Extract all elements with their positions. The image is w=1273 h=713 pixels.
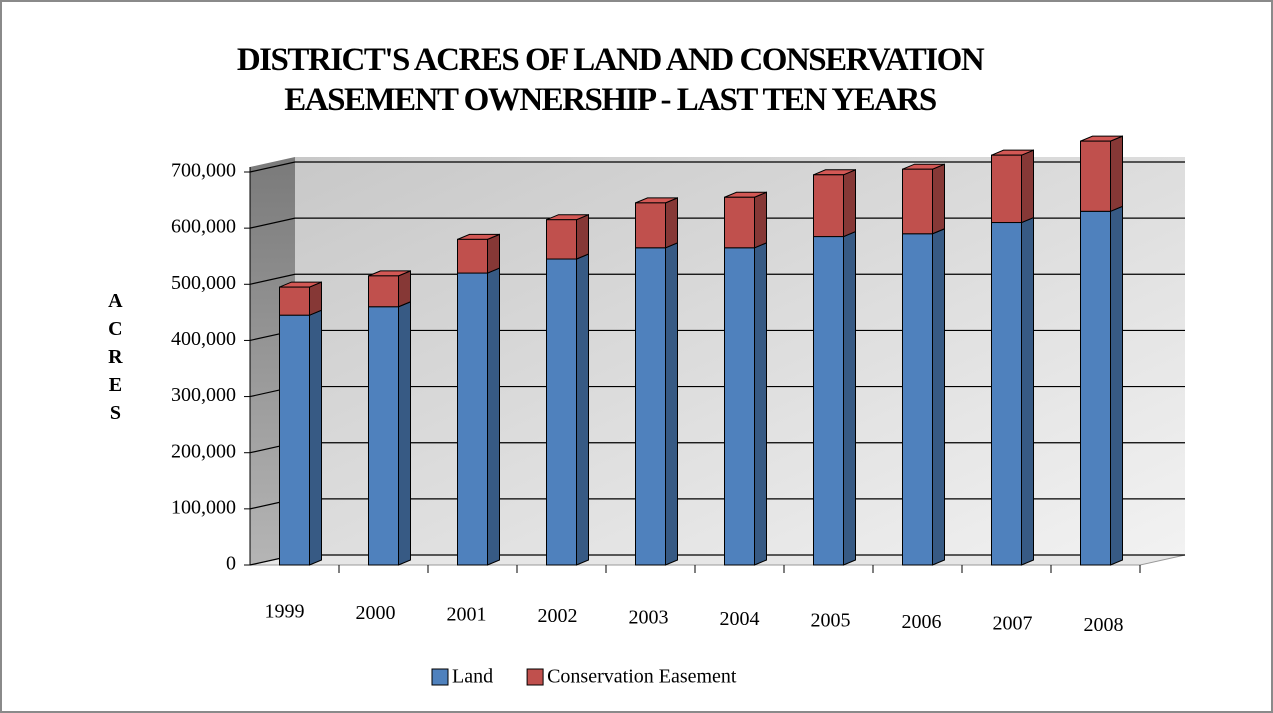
y-tick-label: 100,000 — [171, 496, 236, 518]
bar — [724, 196, 755, 249]
bar-side — [487, 267, 500, 566]
x-tick-label: 2004 — [720, 608, 760, 630]
bar-segment — [279, 309, 322, 566]
bar — [1080, 210, 1111, 566]
legend-label: Conservation Easement — [547, 666, 737, 688]
bar-side — [487, 233, 500, 274]
y-tick-label: 0 — [226, 553, 236, 575]
bar — [457, 272, 488, 566]
bar-segment — [724, 242, 767, 566]
y-tick-label: 600,000 — [171, 216, 236, 238]
bar-side — [576, 213, 589, 260]
bar-segment — [546, 213, 589, 260]
bar — [902, 168, 933, 235]
x-tick-label: 2003 — [629, 607, 669, 629]
bar-segment — [813, 169, 856, 238]
bar-segment — [1080, 205, 1123, 566]
x-tick-label: 2008 — [1084, 614, 1124, 636]
y-tick-label: 500,000 — [171, 272, 236, 294]
bar-segment — [991, 149, 1034, 224]
bar-segment — [813, 230, 856, 566]
y-tick-label: 700,000 — [171, 160, 236, 182]
bar-side — [843, 230, 856, 566]
bar-segment — [368, 270, 411, 308]
y-tick-label: 200,000 — [171, 440, 236, 462]
y-tick-label: 400,000 — [171, 328, 236, 350]
bar — [635, 202, 666, 249]
bar-segment — [1080, 135, 1123, 213]
bar-side — [1021, 216, 1034, 566]
bar — [368, 275, 399, 308]
bar-side — [398, 270, 411, 308]
bar — [279, 286, 310, 316]
bar-side — [932, 163, 945, 235]
bar-side — [932, 228, 945, 566]
bar — [546, 258, 577, 566]
x-tick-label: 2007 — [993, 613, 1033, 635]
x-tick-label: 2006 — [902, 611, 942, 633]
legend-swatch — [526, 668, 544, 686]
chart-title: DISTRICT'S ACRES OF LAND AND CONSERVATIO… — [236, 42, 985, 118]
bar — [813, 236, 844, 566]
grid-line — [249, 273, 1185, 285]
bar-segment — [902, 228, 945, 566]
grid-line — [249, 161, 1185, 173]
bar-side — [576, 253, 589, 566]
bar — [546, 219, 577, 260]
bar — [279, 314, 310, 566]
x-tick-label: 2000 — [356, 602, 396, 624]
legend-swatch — [431, 668, 449, 686]
bar-segment — [368, 300, 411, 566]
x-tick-label: 2002 — [538, 605, 578, 627]
bar-segment — [991, 216, 1034, 566]
bar-side — [1021, 149, 1034, 224]
bar-side — [309, 281, 322, 316]
bar-segment — [457, 267, 500, 566]
y-tick-label: 300,000 — [171, 384, 236, 406]
bar-segment — [635, 242, 678, 566]
bar — [902, 233, 933, 566]
bar-side — [665, 242, 678, 566]
legend-label: Land — [452, 666, 493, 688]
x-tick-label: 2005 — [811, 610, 851, 632]
bar — [368, 306, 399, 566]
bar-side — [1110, 205, 1123, 566]
bar — [1080, 140, 1111, 212]
bar-segment — [457, 233, 500, 274]
bar — [724, 247, 755, 566]
bar-segment — [635, 197, 678, 249]
bar-side — [754, 242, 767, 566]
grid-line — [249, 217, 1185, 229]
bar — [813, 174, 844, 238]
bar — [635, 247, 666, 566]
bar-segment — [724, 191, 767, 249]
bar-segment — [902, 163, 945, 235]
bar-side — [1110, 135, 1123, 213]
bar — [991, 154, 1022, 224]
bar-side — [309, 309, 322, 566]
bar-side — [665, 197, 678, 249]
bar — [457, 238, 488, 274]
bar-segment — [546, 253, 589, 566]
bar-segment — [279, 281, 322, 316]
bar-side — [398, 300, 411, 566]
bar-side — [754, 191, 767, 249]
bar — [991, 222, 1022, 566]
bar-side — [843, 169, 856, 238]
x-tick-label: 2001 — [447, 604, 487, 626]
x-tick-label: 1999 — [265, 601, 305, 623]
y-axis-label: ACRES — [104, 290, 126, 430]
